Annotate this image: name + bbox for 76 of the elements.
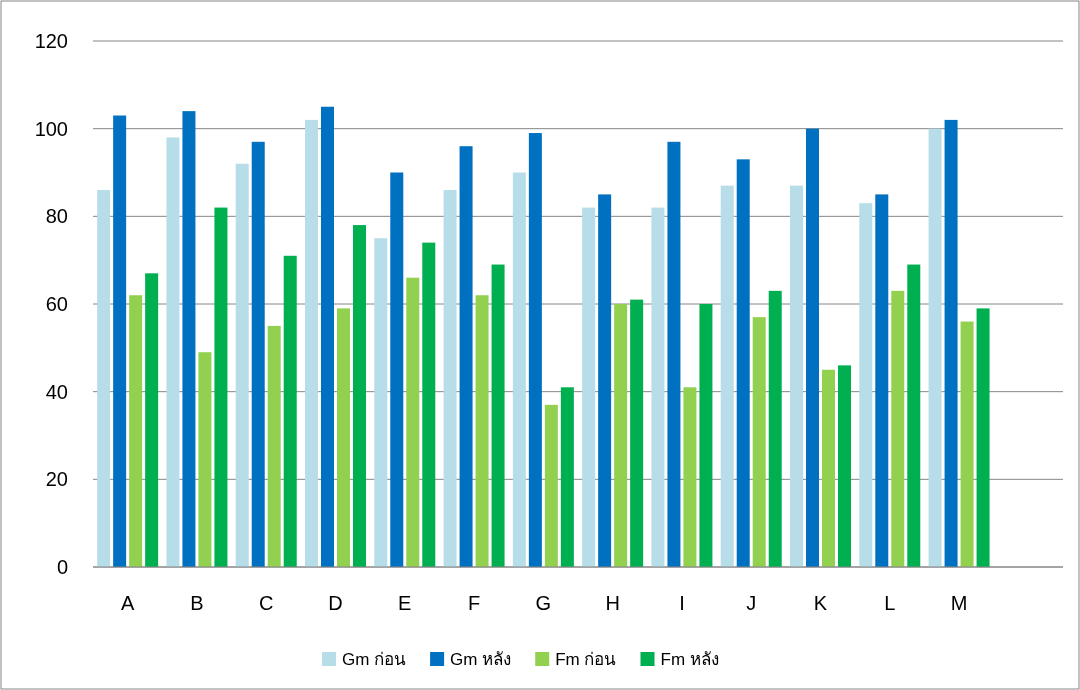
bar xyxy=(944,119,958,567)
bar xyxy=(544,404,558,567)
bar xyxy=(475,295,489,567)
x-tick-label: F xyxy=(467,592,481,614)
bar xyxy=(822,369,835,567)
x-tick-label: D xyxy=(328,592,343,614)
x-tick-label: C xyxy=(258,592,274,614)
bar xyxy=(582,207,596,567)
bar xyxy=(443,190,457,567)
bar xyxy=(838,365,851,567)
bar xyxy=(667,141,681,567)
bar xyxy=(251,141,265,567)
legend-label: Gm หลัง xyxy=(450,650,512,669)
x-tick-label: E xyxy=(398,592,412,614)
bar xyxy=(699,304,713,567)
x-tick-label: G xyxy=(535,592,552,614)
bar xyxy=(97,190,111,567)
bar xyxy=(283,255,297,567)
y-tick-label: 0 xyxy=(56,556,68,578)
legend-label: Fm หลัง xyxy=(660,650,719,669)
bar xyxy=(267,325,281,567)
bar xyxy=(768,290,782,567)
bar xyxy=(390,172,404,567)
y-tick-label: 40 xyxy=(45,380,68,403)
bar xyxy=(790,185,803,567)
bar xyxy=(976,308,990,567)
bar xyxy=(806,128,819,567)
bar xyxy=(321,106,334,567)
x-tick-label: L xyxy=(884,592,896,614)
legend-label: Fm ก่อน xyxy=(555,650,617,669)
bar xyxy=(182,111,196,567)
bar xyxy=(353,225,366,567)
bar xyxy=(598,194,612,567)
y-tick-label: 60 xyxy=(45,293,68,315)
bar xyxy=(305,119,318,567)
bar xyxy=(374,238,388,567)
bar xyxy=(859,203,873,567)
x-tick-label: A xyxy=(120,592,135,614)
bar xyxy=(651,207,665,567)
y-tick-label: 100 xyxy=(34,117,68,140)
bar xyxy=(630,299,644,567)
bar xyxy=(720,185,734,567)
bar xyxy=(907,264,921,567)
y-tick-label: 20 xyxy=(45,468,68,491)
bar xyxy=(235,163,249,567)
bar xyxy=(113,115,127,567)
y-tick-label: 120 xyxy=(34,30,68,52)
x-tick-label: B xyxy=(190,592,204,614)
bar xyxy=(166,137,180,567)
bar xyxy=(491,264,505,567)
x-tick-label: I xyxy=(679,592,685,614)
x-tick-label: J xyxy=(746,592,757,614)
x-tick-label: M xyxy=(950,592,968,614)
x-tick-label: K xyxy=(813,592,828,614)
bar xyxy=(337,308,350,567)
bar xyxy=(422,242,436,567)
bar xyxy=(512,172,526,567)
bar xyxy=(129,295,143,567)
bar xyxy=(459,146,473,567)
bar xyxy=(198,352,212,567)
bar xyxy=(406,277,420,567)
bar xyxy=(752,317,766,567)
legend-label: Gm ก่อน xyxy=(342,650,407,669)
bar xyxy=(891,290,905,567)
bar xyxy=(960,321,974,567)
bar xyxy=(145,273,159,567)
bar xyxy=(736,159,750,567)
bar xyxy=(214,207,228,567)
bar xyxy=(528,133,542,567)
bar xyxy=(928,128,942,567)
bar xyxy=(875,194,889,567)
bar xyxy=(683,387,697,567)
bar xyxy=(614,304,628,567)
bar xyxy=(560,387,574,567)
y-tick-label: 80 xyxy=(45,205,68,228)
x-tick-label: H xyxy=(605,592,620,614)
